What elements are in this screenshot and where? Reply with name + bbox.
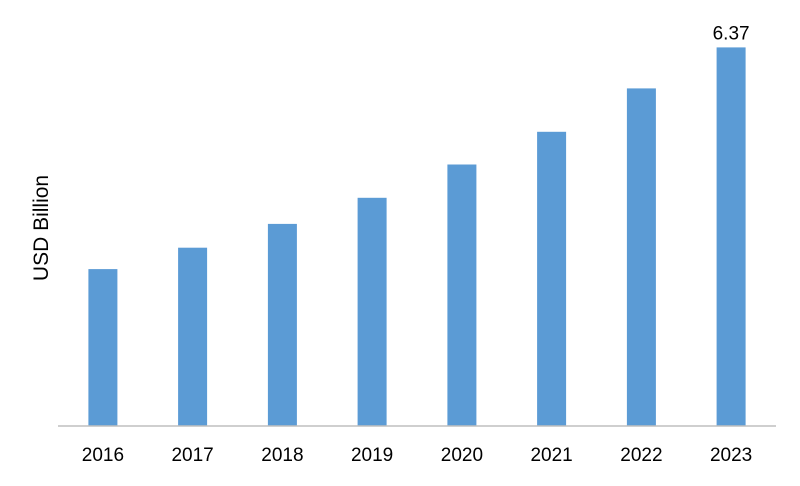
x-tick-label-2016: 2016 — [82, 445, 124, 466]
x-tick-label-2017: 2017 — [171, 445, 213, 466]
bar-2019 — [357, 197, 387, 426]
x-tick-label-2021: 2021 — [530, 445, 572, 466]
bar-2017 — [178, 247, 208, 426]
y-axis-label: USD Billion — [30, 175, 53, 281]
bar-2020 — [447, 164, 477, 426]
x-tick-label-2022: 2022 — [620, 445, 662, 466]
bar-2016 — [88, 269, 118, 426]
bar-2023 — [716, 47, 746, 427]
x-tick-label-2019: 2019 — [351, 445, 393, 466]
bar-2022 — [626, 88, 656, 427]
x-tick-label-2020: 2020 — [441, 445, 483, 466]
bar-2018 — [267, 223, 297, 426]
value-labels-group: 6.37 — [713, 23, 750, 44]
data-label-2023: 6.37 — [713, 23, 750, 44]
bars-group — [88, 47, 746, 427]
x-tick-label-2018: 2018 — [261, 445, 303, 466]
x-tick-label-2023: 2023 — [710, 445, 752, 466]
bar-2021 — [537, 131, 567, 427]
x-tick-labels-group: 2016 2017 2018 2019 2020 2021 2022 2023 — [82, 445, 752, 466]
